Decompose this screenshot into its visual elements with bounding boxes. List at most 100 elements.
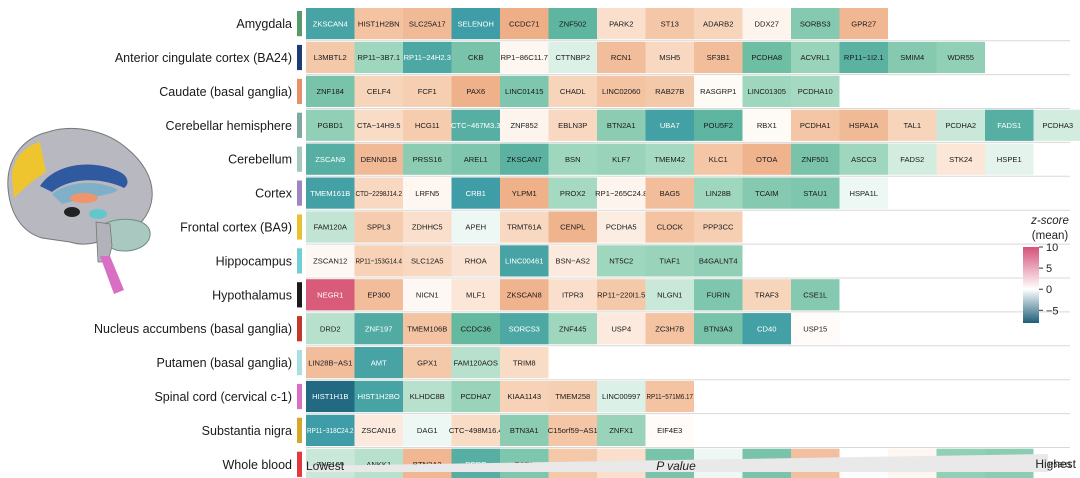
- heatmap-cell: [645, 313, 694, 345]
- heatmap-cell: [791, 8, 840, 40]
- row-color-marker: [297, 282, 302, 308]
- brain-spinal-cord: [100, 256, 124, 294]
- heatmap-cell: [451, 177, 500, 209]
- cell-gene-label: UBA7: [660, 121, 680, 130]
- row-label: Caudate (basal ganglia): [159, 85, 292, 99]
- heatmap-cell: [645, 8, 694, 40]
- heatmap-cell: [403, 448, 452, 478]
- heatmap-cell: [500, 177, 549, 209]
- heatmap-cell: [694, 313, 743, 345]
- heatmap-cell: [694, 143, 743, 175]
- cell-gene-label: PCDHA1: [800, 121, 831, 130]
- heatmap-cell: [597, 109, 646, 141]
- heatmap-cell: [306, 245, 355, 277]
- cell-gene-label: ST13: [661, 19, 679, 28]
- heatmap-cell: [451, 8, 500, 40]
- cell-gene-label: LINC01415: [505, 87, 543, 96]
- heatmap-cell: [548, 279, 597, 311]
- heatmap-cell: [645, 211, 694, 243]
- cell-gene-label: LIN28B−AS1: [308, 358, 352, 367]
- heatmap-cell: [839, 143, 888, 175]
- cell-gene-label: ZNF852: [511, 121, 538, 130]
- cell-gene-label: ITPR3: [562, 291, 584, 300]
- cell-gene-label: MLF1: [466, 291, 485, 300]
- axis-lowest-label: Lowest: [306, 459, 345, 473]
- heatmap-cell: [694, 211, 743, 243]
- row-color-marker: [297, 214, 302, 240]
- heatmap-cell: [354, 313, 403, 345]
- cell-gene-label: TMEM258: [555, 392, 590, 401]
- cell-gene-label: ZNF502: [559, 19, 586, 28]
- row-color-marker: [297, 350, 302, 376]
- heatmap-cell: [451, 414, 500, 446]
- heatmap-cell: [451, 109, 500, 141]
- heatmap-cell: [500, 347, 549, 379]
- heatmap-cell: [548, 75, 597, 107]
- cell-gene-label: RP11−571M6.17: [647, 392, 694, 401]
- cell-gene-label: HIST1H1B: [312, 392, 348, 401]
- heatmap-cell: [306, 75, 355, 107]
- cell-gene-label: RP11−318C24.2: [307, 426, 354, 435]
- brain-hypothalamus: [64, 207, 80, 217]
- heatmap-cell: [548, 414, 597, 446]
- heatmap-cell: [306, 143, 355, 175]
- cell-gene-label: CCDC71: [509, 19, 539, 28]
- heatmap-cell: [500, 8, 549, 40]
- cell-gene-label: TAL1: [903, 121, 921, 130]
- heatmap-cell: [403, 245, 452, 277]
- cell-gene-label: MSH5: [659, 53, 680, 62]
- cell-gene-label: ADARB2: [703, 19, 733, 28]
- heatmap-cell: [451, 211, 500, 243]
- cell-gene-label: HSPA1L: [849, 189, 878, 198]
- heatmap-cell: [791, 313, 840, 345]
- heatmap-cell: [742, 41, 791, 74]
- heatmap-cell: [548, 313, 597, 345]
- cell-gene-label: GPX1: [417, 358, 437, 367]
- row-color-marker: [297, 11, 302, 37]
- row-label: Hypothalamus: [212, 288, 292, 302]
- cell-gene-label: EP300: [367, 291, 390, 300]
- cell-gene-label: BTN2A1: [607, 121, 636, 130]
- cell-gene-label: RP11−3B7.1: [357, 53, 400, 62]
- cell-gene-label: PCDHA2: [945, 121, 976, 130]
- heatmap-cell: [694, 109, 743, 141]
- heatmap-cell: [500, 313, 549, 345]
- heatmap-cell: [888, 109, 937, 141]
- cell-gene-label: PGBD1: [317, 121, 343, 130]
- heatmap-cell: [645, 109, 694, 141]
- heatmap-cell: [548, 177, 597, 209]
- cell-gene-label: L3MBTL2: [314, 53, 347, 62]
- cell-gene-label: RP11−1I2.1: [844, 53, 884, 62]
- heatmap-cell: [354, 143, 403, 175]
- row-color-marker: [297, 451, 302, 477]
- heatmap-cell: [694, 8, 743, 40]
- cell-gene-label: DDX27: [755, 19, 779, 28]
- cell-gene-label: CCDC36: [461, 324, 491, 333]
- heatmap-cell: [791, 143, 840, 175]
- heatmap-cell: [985, 143, 1034, 175]
- axis-highest-label: Highest: [1035, 457, 1076, 471]
- cell-gene-label: DENND1B: [361, 155, 397, 164]
- cell-gene-label: RP11−24H2.3: [404, 53, 451, 62]
- heatmap-cell: [597, 211, 646, 243]
- cell-gene-label: AMT: [371, 358, 387, 367]
- cell-gene-label: TP53I11: [1044, 460, 1072, 469]
- heatmap-cell: [451, 245, 500, 277]
- cell-gene-label: TRMT61A: [507, 223, 543, 232]
- heatmap-cell: [451, 41, 500, 74]
- cell-gene-label: TMEM161B: [310, 189, 350, 198]
- cell-gene-label: ZKSCAN7: [507, 155, 542, 164]
- heatmap-cell: [354, 380, 403, 413]
- cell-gene-label: KIAA1143: [507, 392, 541, 401]
- cell-gene-label: BTN3A3: [704, 324, 733, 333]
- cell-gene-label: EBLN3P: [558, 121, 587, 130]
- heatmap-cell: [451, 143, 500, 175]
- row-label: Whole blood: [223, 458, 293, 472]
- heatmap-cell: [694, 41, 743, 74]
- cell-gene-label: ANKK1: [366, 460, 391, 469]
- row-label: Anterior cingulate cortex (BA24): [115, 51, 292, 65]
- heatmap-cell: [548, 109, 597, 141]
- p-value-wedge: [306, 454, 1048, 472]
- cell-gene-label: LINC01305: [748, 87, 786, 96]
- cell-gene-label: HIST1H2BO: [358, 392, 400, 401]
